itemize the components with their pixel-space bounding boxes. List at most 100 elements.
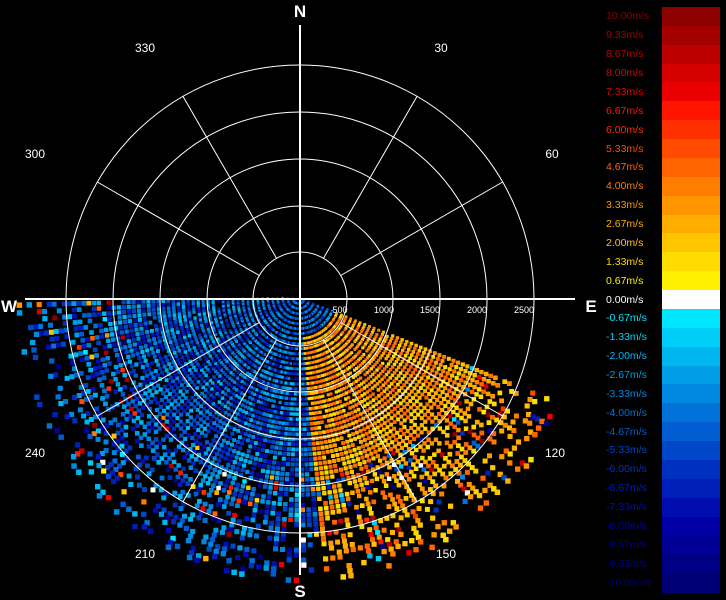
velocity-bin [346,323,350,326]
velocity-bin [194,438,199,444]
velocity-bin [284,487,289,492]
velocity-bin [192,383,197,387]
velocity-bin [28,324,34,331]
velocity-bin [519,460,526,466]
velocity-bin [317,343,321,346]
velocity-bin [220,376,224,380]
velocity-bin [173,399,178,404]
velocity-bin [264,386,268,390]
velocity-bin [303,387,307,391]
velocity-bin [85,375,91,381]
velocity-bin [223,314,227,318]
velocity-bin [89,354,95,360]
velocity-bin [362,410,366,414]
velocity-bin [222,326,226,330]
velocity-bin [152,315,157,320]
velocity-bin [351,432,355,436]
velocity-bin [435,524,441,530]
velocity-bin [188,516,194,522]
velocity-bin [155,400,160,406]
velocity-bin [154,327,159,332]
velocity-bin [477,407,482,412]
velocity-bin [237,384,241,388]
velocity-bin [305,407,309,411]
velocity-bin [396,382,400,387]
velocity-bin [462,411,468,416]
velocity-bin [324,470,329,475]
velocity-bin [202,331,206,335]
velocity-bin [195,408,200,412]
velocity-bin [136,482,142,488]
velocity-bin [264,347,268,351]
velocity-bin [226,388,231,392]
velocity-bin [272,460,277,465]
velocity-bin [430,491,436,497]
velocity-bin [161,495,167,501]
azimuth-label-300: 300 [25,147,45,161]
velocity-bin [182,409,187,414]
velocity-bin [345,355,349,359]
velocity-bin [248,373,252,377]
velocity-bin [305,382,309,386]
velocity-bin [172,313,177,317]
velocity-bin [306,392,311,396]
velocity-bin [215,321,219,325]
velocity-bin [432,401,437,406]
velocity-bin [273,410,277,414]
velocity-bin [360,433,365,438]
velocity-bin [311,386,315,390]
velocity-bin [344,342,348,346]
velocity-bin [354,397,359,401]
legend-swatch [662,44,720,65]
velocity-bin [305,482,310,487]
velocity-bin [183,315,187,319]
velocity-bin [167,381,171,386]
velocity-bin [423,419,428,424]
velocity-bin [282,451,287,456]
velocity-bin [316,421,321,425]
velocity-bin [284,477,290,482]
velocity-bin [201,341,205,345]
velocity-bin [277,390,281,394]
velocity-bin [358,341,362,345]
velocity-bin [223,445,228,450]
velocity-bin [109,470,115,476]
velocity-bin [267,419,272,423]
velocity-bin [157,441,163,446]
velocity-bin [150,418,155,423]
velocity-bin [384,472,389,477]
velocity-bin [221,363,225,367]
velocity-bin [263,565,269,571]
velocity-bin [274,347,277,350]
velocity-bin [349,416,353,421]
velocity-bin [304,367,308,371]
velocity-bin [283,411,287,415]
velocity-bin [175,409,180,414]
velocity-bin [341,533,346,539]
velocity-bin [275,516,281,522]
velocity-bin [429,388,434,393]
velocity-bin [188,550,195,556]
velocity-bin [307,522,312,528]
velocity-bin [290,397,294,401]
velocity-bin [338,399,342,404]
velocity-bin [309,462,314,467]
velocity-bin [252,381,256,385]
velocity-bin [239,353,243,357]
velocity-bin [198,459,203,465]
velocity-bin [321,450,326,455]
velocity-bin [208,412,213,416]
velocity-bin [208,332,212,336]
velocity-bin [283,502,288,507]
velocity-bin [373,488,378,493]
velocity-bin [171,347,176,352]
velocity-bin [366,436,371,441]
velocity-bin [304,397,308,401]
velocity-bin [213,427,217,432]
velocity-bin [309,376,313,380]
velocity-bin [386,378,390,383]
velocity-bin [195,351,199,356]
velocity-bin [333,352,337,355]
velocity-bin [340,425,345,430]
velocity-bin [336,361,340,365]
